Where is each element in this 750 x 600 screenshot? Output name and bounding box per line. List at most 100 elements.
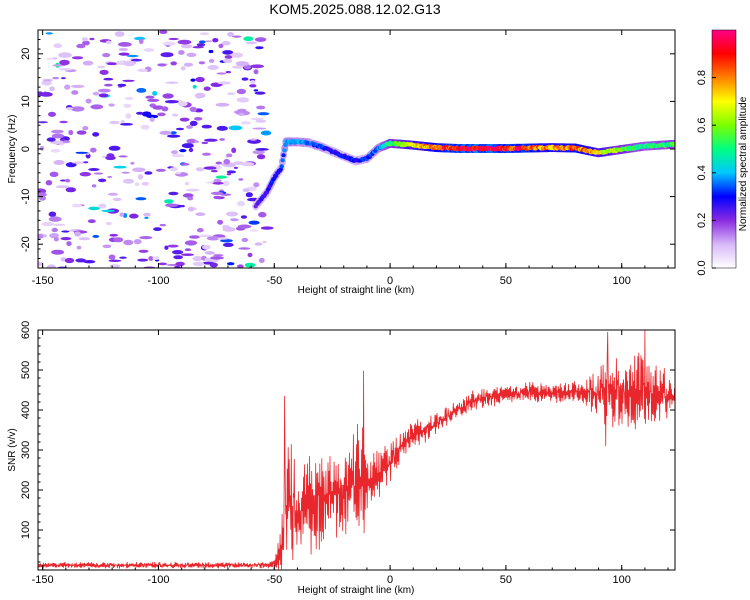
noise-speckle bbox=[254, 242, 263, 246]
noise-speckle bbox=[230, 52, 243, 58]
noise-speckle bbox=[179, 117, 190, 122]
noise-speckle bbox=[169, 167, 178, 172]
noise-speckle bbox=[171, 150, 178, 155]
noise-speckle bbox=[51, 227, 58, 233]
y-tick-label: 10 bbox=[20, 95, 32, 107]
noise-speckle bbox=[170, 131, 177, 135]
noise-speckle bbox=[237, 224, 252, 229]
noise-speckle bbox=[207, 65, 219, 70]
noise-speckle bbox=[113, 237, 124, 243]
noise-speckle bbox=[262, 241, 267, 243]
noise-speckle bbox=[184, 248, 192, 252]
ridge-mark bbox=[283, 142, 288, 147]
noise-speckle bbox=[136, 88, 147, 93]
x-tick-label: 0 bbox=[387, 275, 393, 287]
noise-speckle bbox=[215, 102, 230, 107]
noise-speckle bbox=[249, 84, 257, 88]
noise-speckle bbox=[76, 43, 86, 49]
noise-speckle bbox=[168, 191, 179, 196]
noise-speckle bbox=[148, 256, 154, 261]
noise-speckle bbox=[188, 147, 194, 153]
noise-speckle bbox=[76, 130, 87, 135]
noise-speckle bbox=[186, 188, 200, 192]
noise-speckle bbox=[165, 81, 179, 84]
noise-speckle bbox=[159, 30, 168, 34]
noise-speckle bbox=[58, 52, 72, 58]
y-tick-label: 600 bbox=[20, 321, 32, 339]
noise-speckle bbox=[194, 92, 206, 99]
noise-speckle bbox=[45, 32, 53, 35]
noise-speckle bbox=[159, 223, 167, 227]
noise-speckle bbox=[79, 172, 92, 177]
noise-speckle bbox=[256, 154, 266, 160]
noise-speckle bbox=[175, 261, 185, 267]
noise-speckle bbox=[64, 84, 71, 90]
noise-speckle bbox=[175, 171, 182, 175]
noise-speckle bbox=[222, 227, 236, 232]
noise-speckle bbox=[90, 147, 97, 153]
noise-speckle bbox=[98, 93, 109, 98]
noise-speckle bbox=[59, 120, 68, 124]
y-tick-label: -10 bbox=[20, 189, 32, 205]
spectrogram-x-axis-label: Height of straight line (km) bbox=[298, 285, 415, 296]
noise-speckle bbox=[171, 113, 179, 117]
noise-speckle bbox=[217, 219, 224, 225]
y-tick-label: 500 bbox=[20, 361, 32, 379]
noise-speckle bbox=[217, 81, 232, 85]
noise-speckle bbox=[38, 261, 43, 267]
noise-speckle bbox=[236, 97, 249, 103]
noise-speckle bbox=[51, 133, 64, 139]
noise-speckle bbox=[230, 218, 239, 222]
noise-speckle bbox=[149, 117, 155, 122]
noise-speckle bbox=[52, 76, 60, 80]
noise-speckle bbox=[106, 62, 118, 66]
noise-speckle bbox=[65, 187, 77, 193]
noise-speckle bbox=[123, 239, 134, 246]
noise-speckle bbox=[82, 40, 90, 46]
noise-speckle bbox=[119, 212, 125, 217]
noise-speckle bbox=[121, 171, 130, 174]
y-tick-label: 100 bbox=[20, 521, 32, 539]
noise-speckle bbox=[254, 37, 267, 42]
noise-speckle bbox=[236, 88, 247, 95]
noise-speckle bbox=[81, 37, 88, 42]
noise-speckle bbox=[223, 158, 230, 165]
noise-speckle bbox=[138, 38, 144, 44]
noise-speckle bbox=[222, 242, 234, 247]
noise-speckle bbox=[164, 245, 169, 250]
noise-speckle bbox=[181, 143, 194, 149]
noise-speckle bbox=[211, 83, 223, 86]
noise-speckle bbox=[75, 151, 88, 154]
ridge-mark bbox=[278, 167, 283, 172]
noise-speckle bbox=[141, 111, 152, 117]
noise-speckle bbox=[244, 262, 256, 268]
noise-speckle bbox=[215, 161, 222, 165]
noise-speckle bbox=[49, 86, 55, 92]
noise-speckle bbox=[144, 216, 149, 219]
noise-speckle bbox=[48, 211, 57, 217]
noise-speckle bbox=[83, 260, 96, 264]
noise-speckle bbox=[68, 129, 74, 136]
colorbar-gradient bbox=[711, 29, 737, 269]
colorbar-tick-label: 0.2 bbox=[696, 213, 708, 228]
snr-y-axis-label: SNR (v/v) bbox=[7, 428, 18, 471]
noise-speckle bbox=[157, 112, 166, 117]
noise-speckle bbox=[184, 240, 198, 246]
noise-speckle bbox=[161, 106, 169, 112]
noise-speckle bbox=[65, 178, 71, 183]
noise-speckle bbox=[58, 68, 73, 71]
noise-speckle bbox=[70, 106, 85, 112]
noise-speckle bbox=[195, 212, 206, 216]
noise-speckle bbox=[45, 180, 53, 186]
noise-speckle bbox=[210, 169, 218, 173]
noise-speckle bbox=[98, 203, 107, 209]
noise-speckle bbox=[167, 244, 179, 248]
noise-speckle bbox=[226, 92, 236, 96]
noise-speckle bbox=[190, 78, 196, 82]
noise-speckle bbox=[192, 46, 204, 49]
noise-speckle bbox=[198, 61, 206, 65]
noise-speckle bbox=[242, 188, 250, 193]
ridge-mark bbox=[672, 141, 675, 146]
noise-speckle bbox=[158, 262, 168, 266]
